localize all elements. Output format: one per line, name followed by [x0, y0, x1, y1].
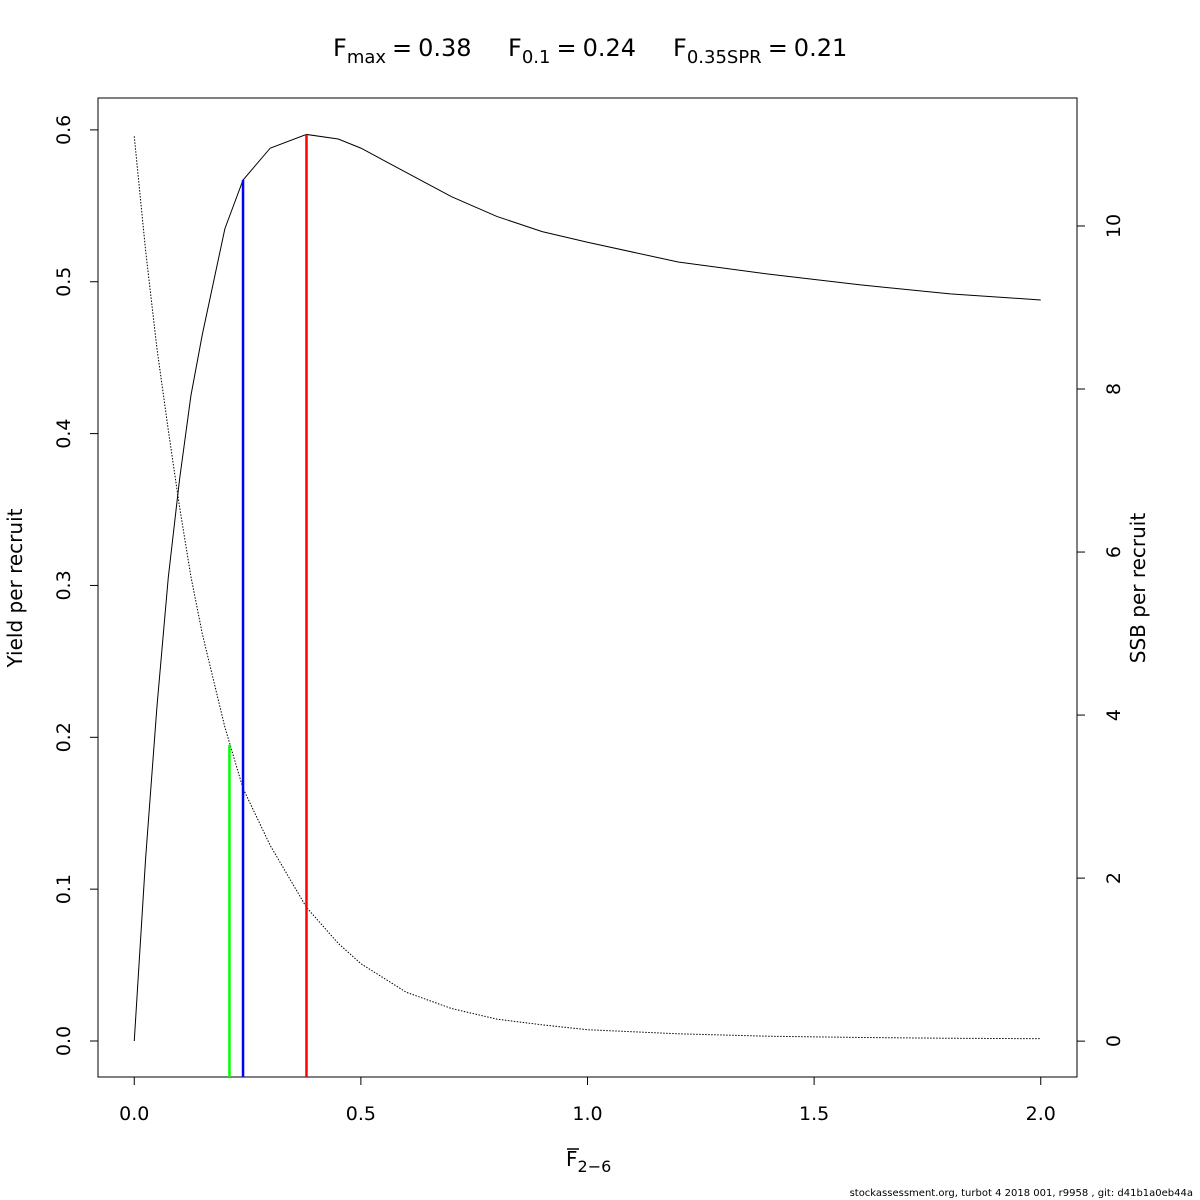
x-label-symbol: F	[566, 1147, 578, 1171]
y-tick-label: 0.2	[53, 722, 75, 752]
x-axis-label: F2−6	[566, 1147, 611, 1176]
series-line	[133, 136, 1041, 1040]
y2-tick-label: 2	[1103, 872, 1125, 884]
y-axis-label: Yield per recruit	[3, 508, 27, 668]
title-subscript: 0.1	[522, 47, 551, 68]
plot-frame	[97, 97, 1078, 1078]
y-tick-label: 0.3	[53, 570, 75, 600]
title-symbol: F	[673, 34, 687, 62]
title-equals: =	[392, 34, 412, 62]
title-part: Fmax = 0.38	[333, 34, 472, 68]
title-value: 0.21	[794, 34, 847, 62]
y2-tick-label: 6	[1103, 546, 1125, 558]
title-part: F0.1 = 0.24	[508, 34, 636, 68]
series-line	[133, 133, 1041, 1042]
y2-tick-label: 8	[1103, 383, 1125, 395]
y-tick-label: 0.0	[53, 1026, 75, 1056]
y-tick-label: 0.1	[53, 874, 75, 904]
title-equals: =	[768, 34, 788, 62]
y2-tick-label: 0	[1103, 1035, 1125, 1047]
title-symbol: F	[508, 34, 522, 62]
title-value: 0.24	[583, 34, 636, 62]
y-tick-label: 0.4	[53, 418, 75, 448]
x-tick-label: 0.0	[119, 1103, 149, 1125]
footnote: stockassessment.org, turbot 4 2018 001, …	[850, 1188, 1193, 1199]
x-tick-label: 0.5	[346, 1103, 376, 1125]
x-label-subscript: 2−6	[578, 1157, 612, 1176]
title-value: 0.38	[418, 34, 471, 62]
x-tick-label: 1.5	[799, 1103, 829, 1125]
y-tick-label: 0.5	[53, 267, 75, 297]
title-subscript: max	[347, 47, 387, 68]
y2-axis-label: SSB per recruit	[1126, 513, 1150, 664]
y2-tick-label: 10	[1103, 214, 1125, 238]
title-equals: =	[556, 34, 576, 62]
title-subscript: 0.35SPR	[687, 47, 762, 68]
y-tick-label: 0.6	[53, 115, 75, 145]
title-symbol: F	[333, 34, 347, 62]
x-tick-label: 1.0	[572, 1103, 602, 1125]
y2-tick-label: 4	[1103, 709, 1125, 721]
title-part: F0.35SPR = 0.21	[673, 34, 847, 68]
x-tick-label: 2.0	[1026, 1103, 1056, 1125]
